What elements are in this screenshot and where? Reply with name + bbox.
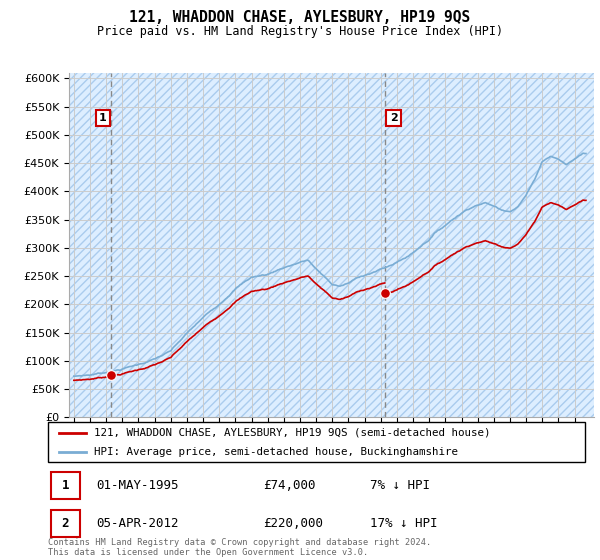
FancyBboxPatch shape	[50, 510, 80, 537]
Text: 1: 1	[99, 113, 107, 123]
Text: 121, WHADDON CHASE, AYLESBURY, HP19 9QS (semi-detached house): 121, WHADDON CHASE, AYLESBURY, HP19 9QS …	[94, 428, 490, 438]
Text: 2: 2	[62, 517, 69, 530]
FancyBboxPatch shape	[50, 472, 80, 500]
Text: 121, WHADDON CHASE, AYLESBURY, HP19 9QS: 121, WHADDON CHASE, AYLESBURY, HP19 9QS	[130, 10, 470, 25]
Text: 1: 1	[62, 479, 69, 492]
Text: 7% ↓ HPI: 7% ↓ HPI	[370, 479, 430, 492]
Text: Contains HM Land Registry data © Crown copyright and database right 2024.
This d: Contains HM Land Registry data © Crown c…	[48, 538, 431, 557]
Text: Price paid vs. HM Land Registry's House Price Index (HPI): Price paid vs. HM Land Registry's House …	[97, 25, 503, 38]
Text: 2: 2	[389, 113, 397, 123]
Text: £74,000: £74,000	[263, 479, 316, 492]
Text: 01-MAY-1995: 01-MAY-1995	[97, 479, 179, 492]
Text: HPI: Average price, semi-detached house, Buckinghamshire: HPI: Average price, semi-detached house,…	[94, 447, 458, 457]
Text: 05-APR-2012: 05-APR-2012	[97, 517, 179, 530]
Text: 17% ↓ HPI: 17% ↓ HPI	[370, 517, 438, 530]
Text: £220,000: £220,000	[263, 517, 323, 530]
FancyBboxPatch shape	[48, 422, 585, 462]
